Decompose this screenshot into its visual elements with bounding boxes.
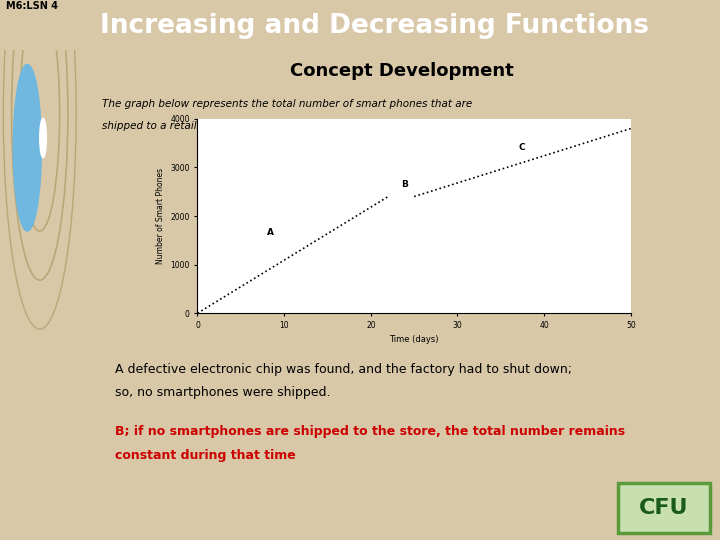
Text: B; if no smartphones are shipped to the store, the total number remains: B; if no smartphones are shipped to the … <box>114 425 625 438</box>
Text: constant during that time: constant during that time <box>114 449 295 462</box>
Circle shape <box>40 118 46 158</box>
Text: CFU: CFU <box>639 498 688 518</box>
X-axis label: Time (days): Time (days) <box>390 335 439 345</box>
Text: so, no smartphones were shipped.: so, no smartphones were shipped. <box>114 386 330 399</box>
Text: M6:LSN 4: M6:LSN 4 <box>6 2 58 11</box>
Text: C: C <box>518 144 525 152</box>
Text: shipped to a retail store over the course of 50 days: shipped to a retail store over the cours… <box>102 121 369 131</box>
FancyBboxPatch shape <box>618 483 711 532</box>
Text: A: A <box>267 228 274 238</box>
Y-axis label: Number of Smart Phones: Number of Smart Phones <box>156 168 165 264</box>
Text: The graph below represents the total number of smart phones that are: The graph below represents the total num… <box>102 99 472 109</box>
Text: Increasing and Decreasing Functions: Increasing and Decreasing Functions <box>100 13 649 39</box>
Text: B: B <box>401 180 408 189</box>
Text: A defective electronic chip was found, and the factory had to shut down;: A defective electronic chip was found, a… <box>114 363 572 376</box>
Circle shape <box>13 64 42 231</box>
Text: Concept Development: Concept Development <box>289 62 513 80</box>
